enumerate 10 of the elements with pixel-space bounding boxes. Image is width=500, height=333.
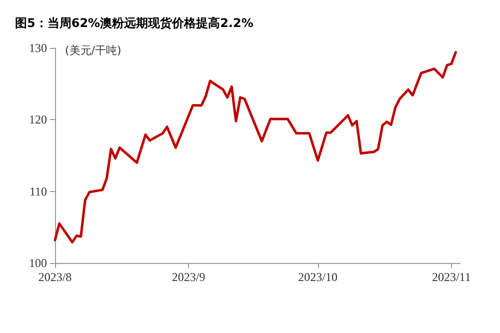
y-tick-label: 110 bbox=[29, 184, 47, 198]
y-tick-label: 120 bbox=[29, 112, 47, 127]
x-tick-label: 2023/10 bbox=[298, 270, 338, 284]
y-tick-label: 100 bbox=[29, 256, 47, 270]
y-axis-title: (美元/干吨) bbox=[65, 44, 122, 57]
y-tick-label: 130 bbox=[29, 41, 47, 55]
x-tick-label: 2023/8 bbox=[38, 270, 72, 284]
x-tick-label: 2023/9 bbox=[172, 270, 206, 284]
x-tick-label: 2023/11 bbox=[432, 270, 471, 284]
chart-title: 图5：当周62%澳粉远期现货价格提高2.2% bbox=[15, 16, 254, 30]
